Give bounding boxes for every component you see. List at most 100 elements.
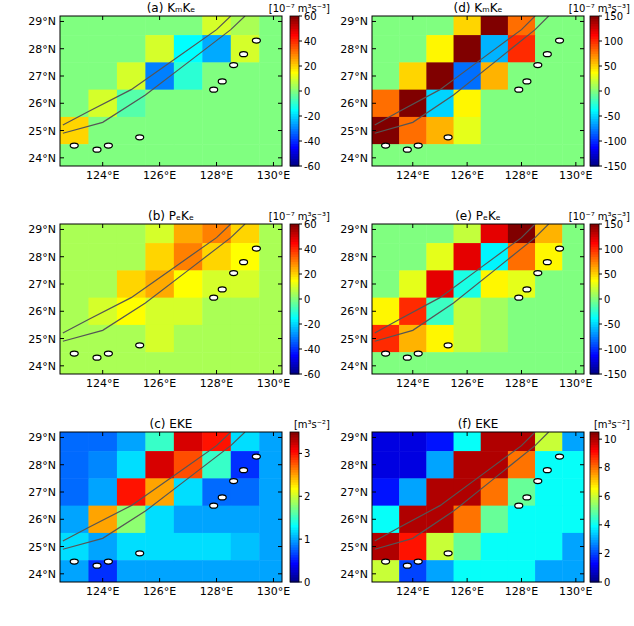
y-tick	[580, 492, 584, 493]
y-tick-label: 25°N	[28, 541, 56, 554]
map-panel: 124°E126°E128°E130°E24°N25°N26°N27°N28°N…	[28, 209, 330, 390]
colorbar-frame	[590, 16, 599, 166]
y-tick	[372, 519, 376, 520]
heat-cell	[399, 224, 427, 244]
heat-cell	[454, 325, 482, 353]
y-tick	[60, 103, 64, 104]
heat-cell	[426, 352, 454, 374]
y-tick	[580, 546, 584, 547]
colorbar-tick	[299, 224, 302, 225]
x-tick	[412, 224, 413, 228]
plot-area	[372, 224, 584, 374]
x-tick	[575, 578, 576, 582]
y-tick-label: 29°N	[28, 431, 56, 444]
colorbar-tick	[599, 224, 602, 225]
heat-cell	[145, 432, 174, 452]
y-tick	[372, 21, 376, 22]
x-tick	[467, 370, 468, 374]
mean-flow-contour	[375, 16, 535, 125]
heat-cell	[88, 325, 117, 353]
x-tick	[467, 432, 468, 436]
heat-cell	[481, 533, 509, 561]
island	[556, 454, 564, 459]
colorbar-tick-label: -20	[304, 319, 320, 330]
y-tick	[278, 157, 282, 158]
heat-cell	[88, 62, 117, 90]
island	[515, 503, 523, 508]
heat-cell	[372, 270, 400, 298]
x-tick	[521, 16, 522, 20]
heat-cell	[372, 432, 400, 452]
heat-cell	[60, 224, 89, 244]
y-tick-label: 26°N	[340, 97, 368, 110]
heat-cell	[454, 533, 482, 561]
heat-cell	[508, 325, 536, 353]
y-tick	[60, 76, 64, 77]
colorbar-frame	[590, 224, 599, 374]
x-tick-label: 130°E	[559, 377, 592, 390]
y-tick-label: 27°N	[340, 70, 368, 83]
heat-cell	[399, 352, 427, 374]
heat-cell	[117, 117, 146, 145]
y-tick-label: 27°N	[28, 486, 56, 499]
colorbar-tick-label: -50	[604, 319, 620, 330]
x-tick-label: 124°E	[86, 169, 119, 182]
heat-cell	[174, 144, 203, 166]
heat-cell	[174, 533, 203, 561]
y-tick	[60, 284, 64, 285]
colorbar-tick-label: 2	[604, 548, 610, 559]
y-tick	[278, 48, 282, 49]
heat-cell	[117, 224, 146, 244]
heat-cell	[259, 16, 282, 36]
heat-cell	[145, 35, 174, 63]
y-tick-label: 28°N	[340, 459, 368, 472]
x-tick	[273, 16, 274, 20]
heat-cell	[202, 533, 231, 561]
y-tick-label: 29°N	[28, 223, 56, 236]
y-tick	[372, 573, 376, 574]
heat-cell	[562, 90, 584, 118]
heat-cell	[454, 35, 482, 63]
colorbar-tick-label: 6	[604, 491, 610, 502]
heat-cell	[454, 243, 482, 271]
heat-cell	[535, 298, 563, 326]
heat-cell	[145, 117, 174, 145]
heat-cell	[60, 325, 89, 353]
heat-cell	[535, 506, 563, 534]
y-tick	[278, 546, 282, 547]
mean-flow-contour	[63, 16, 231, 125]
heat-cell	[145, 352, 174, 374]
x-tick	[521, 224, 522, 228]
heat-cell	[535, 35, 563, 63]
y-tick	[60, 437, 64, 438]
heat-cell	[259, 117, 282, 145]
x-tick	[412, 432, 413, 436]
colorbar-tick-label: 1	[304, 534, 310, 545]
heat-cell	[454, 560, 482, 582]
colorbar-tick-label: 40	[304, 244, 317, 255]
heat-cell	[562, 478, 584, 506]
heat-cell	[174, 560, 203, 582]
heat-cell	[259, 35, 282, 63]
heat-cell	[508, 451, 536, 479]
panel-title: (d) KₘKₑ	[453, 1, 502, 15]
y-tick	[580, 464, 584, 465]
heat-cell	[481, 117, 509, 145]
heat-cell	[454, 352, 482, 374]
y-tick	[580, 573, 584, 574]
x-tick	[412, 578, 413, 582]
colorbar: -60-40-200204060[10⁻⁷ m³s⁻³]	[269, 211, 330, 380]
heat-cell	[174, 478, 203, 506]
y-tick-label: 28°N	[28, 43, 56, 56]
island	[414, 559, 422, 564]
heat-cell	[535, 451, 563, 479]
y-tick	[278, 284, 282, 285]
heat-cell	[117, 478, 146, 506]
heat-cell	[562, 62, 584, 90]
y-tick-label: 29°N	[340, 15, 368, 28]
y-tick	[278, 256, 282, 257]
heat-cell	[231, 506, 260, 534]
x-tick	[412, 16, 413, 20]
heat-cell	[399, 117, 427, 145]
x-tick	[216, 578, 217, 582]
